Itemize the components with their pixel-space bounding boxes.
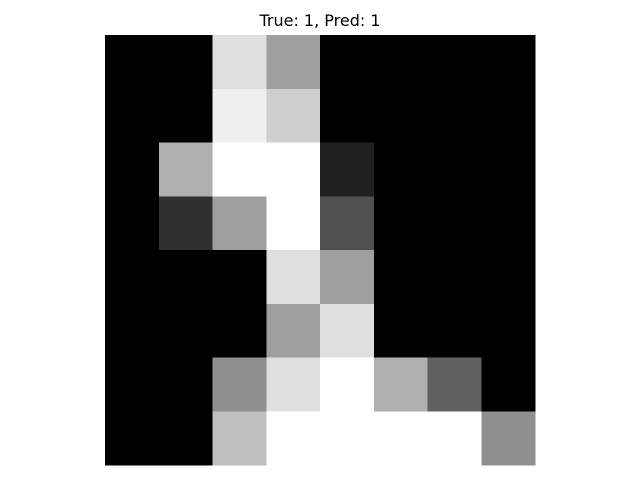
pixel-cell-r3-c3 <box>266 196 321 251</box>
pixel-cell-r5-c7 <box>481 303 536 358</box>
pixel-cell-r4-c6 <box>427 250 482 305</box>
pixel-cell-r3-c7 <box>481 196 536 251</box>
pixel-cell-r1-c1 <box>158 88 213 143</box>
pixel-cell-r7-c3 <box>266 411 321 466</box>
pixel-cell-r0-c3 <box>266 35 321 90</box>
pixel-cell-r2-c4 <box>320 142 375 197</box>
pixel-cell-r6-c2 <box>212 357 267 412</box>
pixel-cell-r4-c4 <box>320 250 375 305</box>
pixel-cell-r1-c4 <box>320 88 375 143</box>
pixel-cell-r4-c0 <box>105 250 160 305</box>
pixel-cell-r6-c0 <box>105 357 160 412</box>
pixel-cell-r5-c3 <box>266 303 321 358</box>
pixel-cell-r5-c6 <box>427 303 482 358</box>
pixel-cell-r2-c3 <box>266 142 321 197</box>
pixel-cell-r0-c1 <box>158 35 213 90</box>
pixel-cell-r5-c1 <box>158 303 213 358</box>
pixel-cell-r6-c6 <box>427 357 482 412</box>
pixel-cell-r5-c4 <box>320 303 375 358</box>
pixel-cell-r0-c4 <box>320 35 375 90</box>
pixel-cell-r0-c2 <box>212 35 267 90</box>
pixel-cell-r1-c0 <box>105 88 160 143</box>
pixel-cell-r4-c3 <box>266 250 321 305</box>
pixel-cell-r7-c1 <box>158 411 213 466</box>
pixel-cell-r4-c7 <box>481 250 536 305</box>
pixel-cell-r0-c6 <box>427 35 482 90</box>
pixel-cell-r7-c0 <box>105 411 160 466</box>
pixel-cell-r2-c7 <box>481 142 536 197</box>
pixel-cell-r3-c1 <box>158 196 213 251</box>
pixel-cell-r1-c5 <box>373 88 428 143</box>
pixel-cell-r2-c0 <box>105 142 160 197</box>
pixel-cell-r2-c6 <box>427 142 482 197</box>
pixel-cell-r6-c5 <box>373 357 428 412</box>
pixel-cell-r3-c2 <box>212 196 267 251</box>
pixel-cell-r7-c2 <box>212 411 267 466</box>
pixel-cell-r2-c5 <box>373 142 428 197</box>
pixel-cell-r0-c0 <box>105 35 160 90</box>
pixel-cell-r1-c7 <box>481 88 536 143</box>
pixel-cell-r2-c2 <box>212 142 267 197</box>
pixel-cell-r3-c5 <box>373 196 428 251</box>
pixel-cell-r3-c0 <box>105 196 160 251</box>
pixel-cell-r1-c2 <box>212 88 267 143</box>
pixel-cell-r5-c5 <box>373 303 428 358</box>
pixel-cell-r0-c5 <box>373 35 428 90</box>
pixel-cell-r3-c4 <box>320 196 375 251</box>
pixel-cell-r1-c3 <box>266 88 321 143</box>
pixel-cell-r6-c4 <box>320 357 375 412</box>
pixel-cell-r6-c3 <box>266 357 321 412</box>
pixel-cell-r4-c5 <box>373 250 428 305</box>
pixel-cell-r2-c1 <box>158 142 213 197</box>
pixel-cell-r7-c5 <box>373 411 428 466</box>
pixel-cell-r6-c1 <box>158 357 213 412</box>
pixel-cell-r5-c2 <box>212 303 267 358</box>
pixel-cell-r4-c2 <box>212 250 267 305</box>
pixel-cell-r4-c1 <box>158 250 213 305</box>
chart-title: True: 1, Pred: 1 <box>259 11 381 30</box>
pixel-cell-r7-c6 <box>427 411 482 466</box>
pixel-cell-r6-c7 <box>481 357 536 412</box>
pixel-cell-r3-c6 <box>427 196 482 251</box>
pixel-cell-r7-c7 <box>481 411 536 466</box>
pixel-cell-r5-c0 <box>105 303 160 358</box>
pixel-cell-r7-c4 <box>320 411 375 466</box>
pixel-cell-r1-c6 <box>427 88 482 143</box>
pixel-cell-r0-c7 <box>481 35 536 90</box>
